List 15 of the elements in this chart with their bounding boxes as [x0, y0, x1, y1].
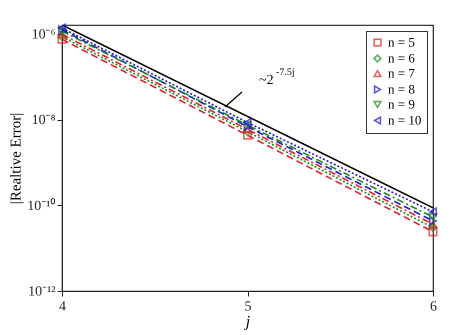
- y-tick-label: 10⁻¹²: [28, 284, 56, 300]
- y-tick-label: 10⁻⁶: [32, 27, 56, 42]
- x-tick-label: 4: [59, 300, 66, 314]
- x-tick-label: 5: [244, 300, 252, 314]
- y-tick-label: 10⁻⁸: [32, 113, 56, 128]
- legend-label: n = 10: [388, 112, 422, 128]
- x-axis-title: j: [244, 314, 251, 330]
- legend-label: n = 6: [388, 50, 416, 66]
- legend-label: n = 9: [388, 96, 415, 112]
- legend-label: n = 5: [388, 34, 415, 50]
- y-axis-title: |Realtive Error|: [8, 112, 24, 204]
- legend-label: n = 8: [388, 82, 415, 96]
- x-tick-label: 6: [430, 300, 437, 314]
- y-tick-label: 10⁻¹⁰: [27, 198, 56, 214]
- legend-label: n = 7: [388, 66, 416, 80]
